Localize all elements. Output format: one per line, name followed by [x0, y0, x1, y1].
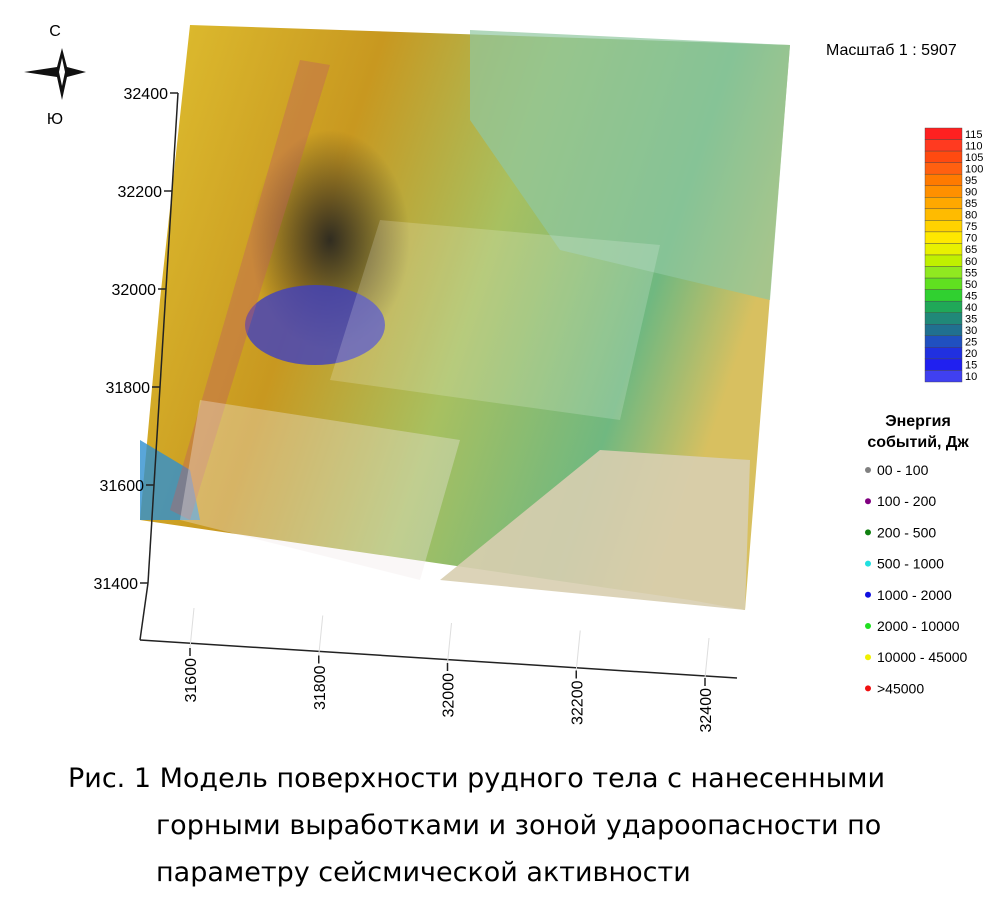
- colorbar-label: 45: [965, 290, 977, 302]
- colorbar-label: 15: [965, 360, 977, 372]
- compass: С Ю: [24, 23, 86, 128]
- legend-label: 00 - 100: [877, 462, 929, 478]
- colorbar-label: 60: [965, 256, 977, 268]
- colorbar-cell: [924, 208, 963, 221]
- legend-label: >45000: [877, 680, 924, 696]
- colorbar-cell: [924, 173, 963, 186]
- x-tick-label: 32200: [569, 680, 586, 725]
- colorbar-cell: [924, 127, 963, 140]
- legend-label: 500 - 1000: [877, 556, 944, 572]
- legend-marker: [865, 467, 871, 473]
- colorbar-cell: [924, 335, 963, 348]
- colorbar-label: 80: [965, 210, 977, 222]
- colorbar-cell: [924, 162, 963, 175]
- colorbar-cell: [924, 243, 963, 256]
- legend-marker: [865, 529, 871, 536]
- caption-line: Рис. 1 Модель поверхности рудного тела с…: [68, 763, 885, 794]
- colorbar-label: 105: [965, 152, 983, 164]
- colorbar-label: 10: [965, 371, 977, 383]
- legend-marker: [865, 623, 871, 629]
- legend-label: 1000 - 2000: [877, 587, 952, 603]
- colorbar-label: 30: [965, 325, 977, 337]
- colorbar-cell: [924, 139, 963, 152]
- x-tick-label: 31600: [183, 658, 200, 703]
- colorbar-cell: [924, 277, 963, 290]
- colorbar-label: 35: [965, 314, 977, 326]
- y-axis: [147, 92, 179, 584]
- legend: Энергия событий, Дж 00 - 100 100 - 200 200 -…: [865, 413, 969, 696]
- colorbar-label: 50: [965, 279, 977, 291]
- legend-marker: [865, 560, 871, 567]
- y-tick-label: 32000: [112, 282, 157, 299]
- colorbar-label: 100: [965, 163, 983, 175]
- legend-marker: [865, 685, 871, 692]
- colorbar-label: 25: [965, 337, 977, 349]
- colorbar-cell: [924, 358, 963, 371]
- colorbar-cell: [924, 312, 963, 325]
- colorbar-label: 20: [965, 348, 977, 360]
- colorbar-label: 65: [965, 244, 977, 256]
- colorbar-cell: [924, 300, 963, 313]
- ticks: 32400 32200 32000 31800 31600 31400 31600 31800…: [94, 86, 716, 733]
- south-label: Ю: [47, 111, 63, 128]
- colorbar-cell: [924, 324, 963, 337]
- colorbar-cell: [924, 220, 963, 233]
- caption-line: горными выработками и зоной удароопаснос…: [156, 810, 881, 841]
- legend-label: 2000 - 10000: [877, 618, 960, 634]
- colorbar-label: 90: [965, 187, 977, 199]
- legend-label: 100 - 200: [877, 493, 936, 509]
- north-label: С: [49, 23, 61, 40]
- surface: [140, 25, 790, 610]
- x-axis: [139, 639, 738, 679]
- legend-title: Энергия: [885, 413, 951, 430]
- colorbar-cell: [924, 347, 963, 360]
- colorbar-cell: [924, 231, 963, 244]
- colorbar-label: 75: [965, 221, 977, 233]
- legend-marker: [865, 498, 871, 505]
- colorbar-cell: [924, 197, 963, 210]
- y-tick-label: 32400: [124, 86, 169, 103]
- x-tick-label: 32000: [441, 673, 458, 718]
- x-grid-line: [447, 622, 452, 664]
- colorbar-label: 40: [965, 302, 977, 314]
- colorbar-label: 115: [965, 129, 983, 141]
- x-tick-label: 31800: [312, 665, 329, 710]
- y-tick-label: 31600: [100, 478, 145, 495]
- x-grid-line: [704, 637, 710, 679]
- colorbar-cell: [924, 370, 963, 383]
- x-grid-line: [189, 607, 195, 649]
- legend-title: событий, Дж: [867, 434, 969, 451]
- colorbar-label: 70: [965, 233, 977, 245]
- colorbar-label: 85: [965, 198, 977, 210]
- x-tick-label: 32400: [698, 688, 715, 733]
- legend-label: 10000 - 45000: [877, 649, 968, 665]
- caption: Рис. 1 Модель поверхности рудного тела с…: [68, 763, 885, 888]
- legend-marker: [865, 591, 871, 598]
- y-tick-label: 32200: [118, 184, 163, 201]
- colorbar-cell: [924, 254, 963, 267]
- x-grid-line: [575, 630, 581, 671]
- colorbar-label: 95: [965, 175, 977, 187]
- colorbar-cell: [924, 266, 963, 279]
- legend-marker: [865, 654, 871, 661]
- colorbar-cell: [924, 185, 963, 198]
- y-tick-label: 31800: [106, 380, 151, 397]
- legend-label: 200 - 500: [877, 524, 936, 540]
- y-tick-label: 31400: [94, 576, 139, 593]
- x-grid-line: [318, 615, 324, 656]
- colorbar-label: 55: [965, 267, 977, 279]
- colorbar-cell: [924, 289, 963, 302]
- colorbar-cell: [924, 150, 963, 163]
- scale-label: Масштаб 1 : 5907: [826, 42, 957, 59]
- axis-edge: [139, 582, 149, 641]
- colorbar: 1151101051009590858075706560555045403530…: [924, 127, 983, 383]
- colorbar-label: 110: [965, 140, 983, 152]
- caption-line: параметру сейсмической активности: [156, 857, 691, 888]
